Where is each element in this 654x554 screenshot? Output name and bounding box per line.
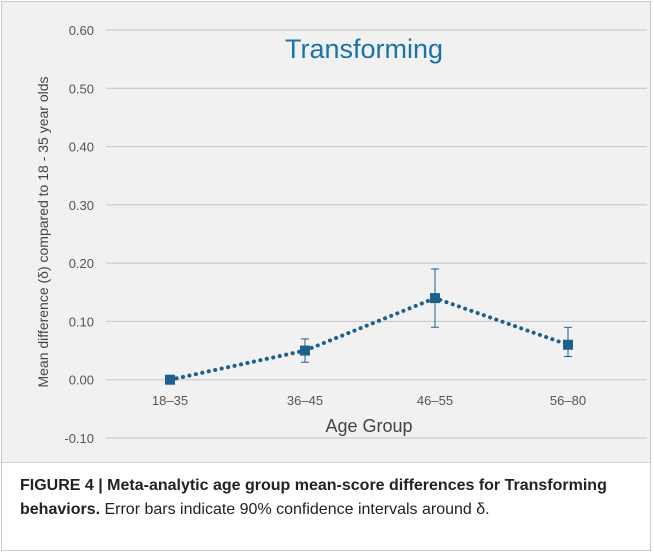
y-tick-label: 0.50 <box>69 81 94 96</box>
series-line <box>168 295 570 382</box>
x-tick-labels: 18–35 36–45 46–55 56–80 <box>152 393 586 408</box>
y-tick-label: 0.40 <box>69 140 94 155</box>
x-tick-label: 46–55 <box>417 393 453 408</box>
caption-text: Error bars indicate 90% confidence inter… <box>100 501 490 518</box>
data-point-marker <box>165 374 175 385</box>
series-group <box>165 268 573 385</box>
chart-svg: 0.60 0.50 0.40 0.30 0.20 0.10 0.00 -0.10 18–35 3… <box>35 23 647 446</box>
x-tick-label: 18–35 <box>152 393 188 408</box>
x-axis-label: Age Group <box>325 416 412 436</box>
y-tick-label: 0.00 <box>69 373 94 388</box>
y-tick-label: 0.60 <box>69 23 94 38</box>
caption-bold: FIGURE 4 | Meta-analytic age group mean-… <box>20 477 607 518</box>
chart-title: Transforming <box>285 34 443 64</box>
y-tick-label: 0.10 <box>69 314 94 329</box>
data-point-marker <box>430 293 440 304</box>
data-point-marker <box>563 339 573 350</box>
y-axis-label: Mean difference (δ) compared to 18 - 35 … <box>35 76 51 387</box>
x-tick-label: 56–80 <box>550 393 586 408</box>
y-tick-labels: 0.60 0.50 0.40 0.30 0.20 0.10 0.00 -0.10 <box>64 23 94 446</box>
x-tick-label: 36–45 <box>287 393 323 408</box>
y-tick-label: 0.30 <box>69 198 94 213</box>
y-tick-label: 0.20 <box>69 256 94 271</box>
chart-panel: 0.60 0.50 0.40 0.30 0.20 0.10 0.00 -0.10 18–35 3… <box>2 2 650 463</box>
figure-caption: FIGURE 4 | Meta-analytic age group mean-… <box>20 474 640 522</box>
y-tick-label: -0.10 <box>64 431 94 446</box>
data-point-marker <box>300 345 310 356</box>
gridlines <box>106 29 647 439</box>
